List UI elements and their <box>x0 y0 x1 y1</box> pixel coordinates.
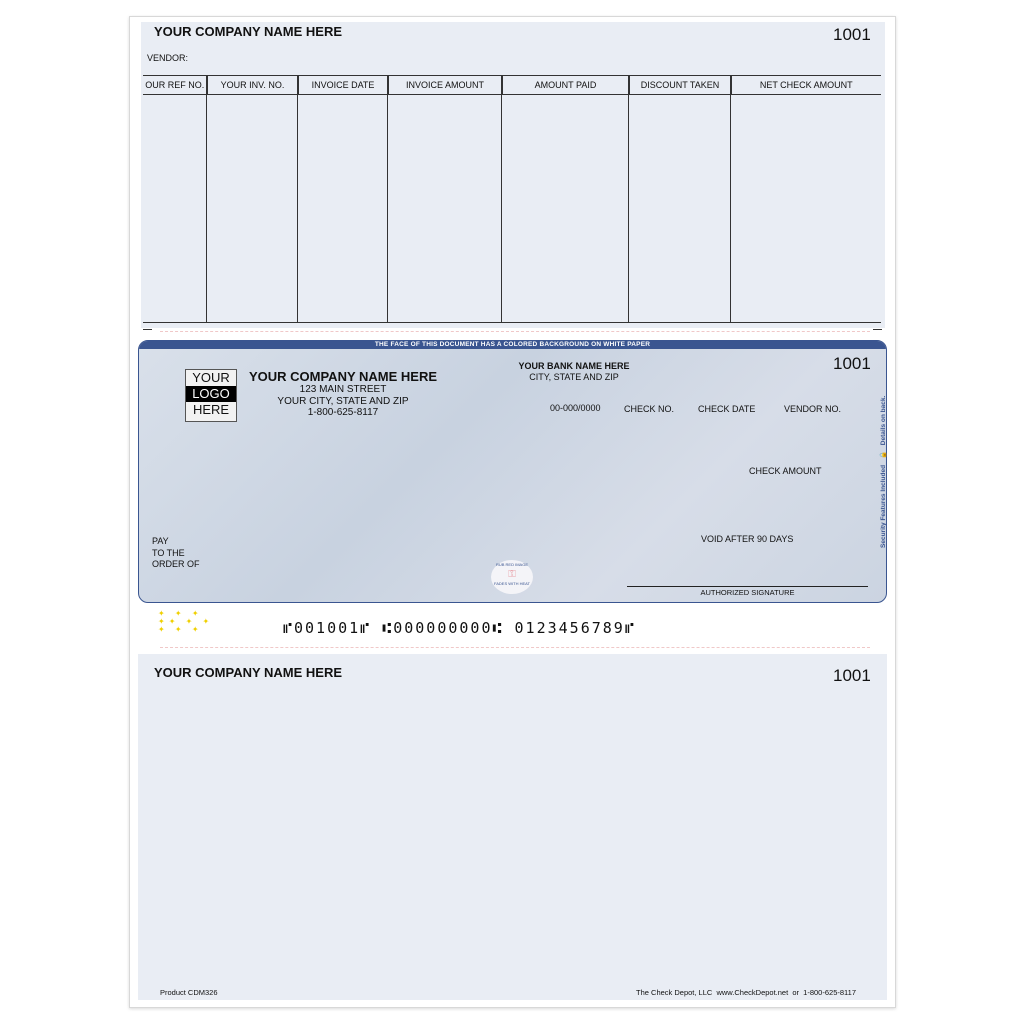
fraction-code: 00-000/0000 <box>550 403 601 413</box>
col-header: AMOUNT PAID <box>501 75 629 95</box>
vendor-no-label: VENDOR NO. <box>784 404 842 414</box>
divider <box>730 75 731 323</box>
details-text: Details on back. <box>880 395 887 446</box>
stub-company-name: YOUR COMPANY NAME HERE <box>154 665 343 680</box>
pay-text: PAY <box>152 536 169 546</box>
divider <box>628 75 629 323</box>
perforation <box>160 331 870 332</box>
stars-icon: ✦ ✦ ✦ ✦✦ ✦ ✦ ✦ ✦ ✦ <box>158 609 214 634</box>
pay-text: ORDER OF <box>152 559 200 569</box>
check-face: THE FACE OF THIS DOCUMENT HAS A COLORED … <box>138 340 887 603</box>
pay-text: TO THE <box>152 547 185 558</box>
logo-placeholder: YOUR LOGO HERE <box>185 369 237 422</box>
signature-label: AUTHORIZED SIGNATURE <box>700 588 795 597</box>
divider <box>387 75 388 323</box>
logo-text: HERE <box>192 402 230 417</box>
stub-check-number: 1001 <box>833 666 871 685</box>
key-icon: ⚿ <box>508 569 516 580</box>
divider <box>206 75 207 323</box>
phone: 1-800-625-8117 <box>307 407 379 418</box>
check-amount-label: CHECK AMOUNT <box>749 466 822 476</box>
security-banner: THE FACE OF THIS DOCUMENT HAS A COLORED … <box>139 341 886 349</box>
check-date-label: CHECK DATE <box>698 404 756 414</box>
col-header: NET CHECK AMOUNT <box>730 75 881 95</box>
divider <box>143 322 881 323</box>
remittance-table-header: OUR REF NO. YOUR INV. NO. INVOICE DATE I… <box>143 75 881 95</box>
divider <box>143 329 152 330</box>
perforation <box>160 647 870 648</box>
top-stub <box>141 22 885 328</box>
divider <box>873 329 882 330</box>
vendor-footer: The Check Depot, LLC www.CheckDepot.net … <box>636 988 856 997</box>
product-code: Product CDM326 <box>160 988 218 997</box>
bank-name: YOUR BANK NAME HERE <box>518 361 630 371</box>
pay-to-order-label: PAY TO THE ORDER OF <box>152 536 200 571</box>
check-number: 1001 <box>833 354 871 373</box>
seal-text: RUB RED IMAGE <box>495 562 528 567</box>
bank-city: CITY, STATE AND ZIP <box>529 372 619 382</box>
micr-line: ⑈001001⑈ ⑆000000000⑆ 0123456789⑈ <box>283 619 636 637</box>
divider <box>297 75 298 323</box>
signature-line <box>627 586 868 587</box>
logo-text: YOUR <box>192 370 230 385</box>
col-header: INVOICE DATE <box>297 75 388 95</box>
check-company-name: YOUR COMPANY NAME HERE <box>248 369 438 384</box>
logo-text: LOGO <box>186 386 236 402</box>
stub-company-name: YOUR COMPANY NAME HERE <box>154 24 343 39</box>
bottom-stub <box>138 654 887 1000</box>
street: 123 MAIN STREET <box>299 384 387 395</box>
stub-check-number: 1001 <box>833 25 871 44</box>
bank-info: YOUR BANK NAME HERE CITY, STATE AND ZIP <box>499 361 649 383</box>
lock-icon: 🔒 <box>880 451 887 460</box>
divider <box>501 75 502 323</box>
col-header: DISCOUNT TAKEN <box>628 75 731 95</box>
security-text: Security Features Included <box>880 464 887 548</box>
seal-text: FADES WITH HEAT <box>494 581 530 586</box>
col-header: YOUR INV. NO. <box>206 75 298 95</box>
void-notice: VOID AFTER 90 DAYS <box>701 534 794 544</box>
city: YOUR CITY, STATE AND ZIP <box>277 395 409 407</box>
check-no-label: CHECK NO. <box>624 404 675 414</box>
heat-seal: RUB RED IMAGE ⚿ FADES WITH HEAT <box>491 560 533 594</box>
company-address: YOUR COMPANY NAME HERE 123 MAIN STREET Y… <box>245 370 441 419</box>
col-header: OUR REF NO. <box>143 75 207 95</box>
col-header: INVOICE AMOUNT <box>387 75 502 95</box>
vendor-label: VENDOR: <box>147 53 189 63</box>
security-features-side-text: Security Features Included 🔒 Details on … <box>879 396 887 548</box>
